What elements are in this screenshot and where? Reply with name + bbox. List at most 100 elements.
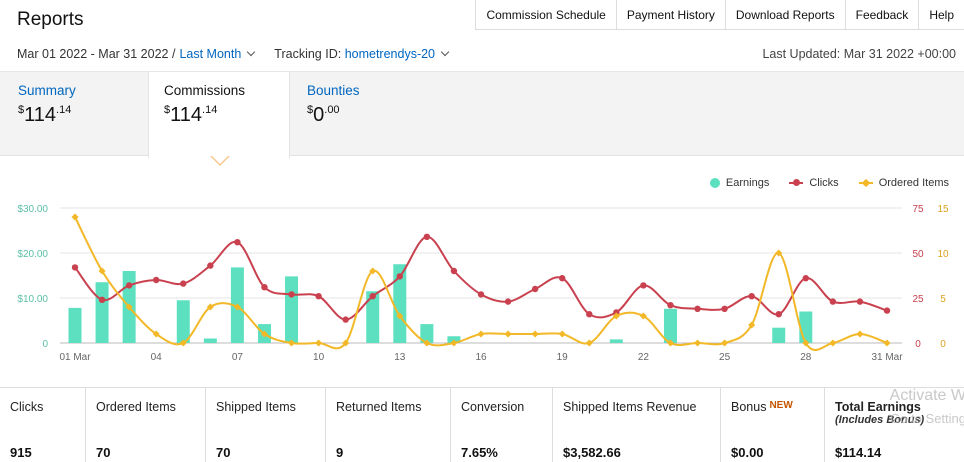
clicks-point [450, 267, 458, 275]
feedback-link[interactable]: Feedback [844, 0, 919, 30]
stat-value: $114.14 [835, 445, 882, 460]
clicks-point [531, 285, 539, 293]
tab-commissions[interactable]: Commissions $114.14 [148, 72, 290, 158]
ordered-items-point [179, 339, 187, 347]
earnings-bar [68, 307, 82, 343]
chevron-down-icon [247, 47, 256, 57]
ordered-items-point [504, 330, 512, 338]
clicks-point [477, 291, 485, 298]
tab-bounties[interactable]: Bounties $0.00 [292, 72, 434, 156]
stat-value: $0.00 [731, 445, 764, 460]
y-tick-label-earnings: $20.00 [17, 249, 48, 260]
ordered-items-point [748, 321, 756, 329]
clicks-point [504, 298, 512, 305]
earnings-bar [772, 327, 786, 343]
ordered-items-swatch-icon [858, 178, 873, 188]
ordered-items-point [856, 330, 864, 338]
y-tick-label-ordered: 10 [937, 249, 949, 260]
x-tick-label: 10 [313, 352, 325, 363]
ordered-items-point [152, 330, 160, 338]
ordered-items-point [775, 249, 783, 257]
earnings-bar [95, 282, 109, 343]
ordered-items-point [612, 312, 620, 320]
legend-clicks[interactable]: Clicks [789, 177, 839, 189]
activation-watermark-sub: Go to Setting [890, 411, 964, 426]
ordered-items-point [315, 339, 323, 347]
download-reports-link[interactable]: Download Reports [724, 0, 845, 30]
clicks-point [775, 311, 782, 318]
clicks-point [883, 307, 891, 314]
stat-ordered-items: Ordered Items 70 [86, 388, 206, 462]
stat-shipped-items-revenue: Shipped Items Revenue $3,582.66 [553, 388, 721, 462]
clicks-point [667, 302, 674, 309]
x-tick-label: 25 [719, 352, 731, 363]
ordered-items-point [206, 303, 214, 311]
clicks-point [98, 296, 106, 303]
ordered-items-point [369, 267, 377, 275]
tab-amount: $114.14 [18, 104, 72, 126]
earnings-bar [420, 324, 434, 343]
tracking-id-label: Tracking ID: [274, 47, 342, 61]
ordered-items-point [666, 339, 675, 347]
clicks-point [288, 291, 295, 298]
clicks-line [74, 235, 888, 321]
legend-ordered-items[interactable]: Ordered Items [858, 177, 949, 189]
tracking-id-filter[interactable]: Tracking ID: hometrendys-20 [274, 47, 454, 61]
clicks-point [125, 282, 133, 289]
clicks-point [396, 273, 403, 280]
ordered-items-point [802, 339, 810, 347]
clicks-point [829, 298, 837, 305]
activation-watermark: Activate W [889, 387, 964, 404]
y-tick-label-earnings: $10.00 [17, 294, 48, 305]
clicks-point [180, 280, 187, 287]
stat-value: 70 [216, 445, 231, 460]
ordered-items-point [98, 267, 106, 275]
legend-earnings[interactable]: Earnings [709, 177, 769, 189]
clicks-point [315, 293, 322, 300]
help-link[interactable]: Help [918, 0, 964, 30]
tab-summary[interactable]: Summary $114.14 [3, 72, 145, 156]
payment-history-link[interactable]: Payment History [615, 0, 725, 30]
y-tick-label-ordered: 5 [940, 294, 946, 305]
clicks-point [802, 275, 809, 282]
clicks-point [613, 309, 620, 316]
clicks-point [748, 293, 755, 300]
ordered-items-point [287, 339, 296, 347]
x-tick-label: 04 [151, 352, 163, 363]
x-tick-label: 22 [638, 352, 650, 363]
clicks-point [369, 293, 376, 300]
stat-value: 7.65% [461, 445, 498, 460]
period-label: Last Month [179, 47, 242, 61]
page-title: Reports [17, 9, 84, 30]
ordered-items-point [260, 330, 269, 338]
x-tick-label: 13 [394, 352, 406, 363]
ordered-items-point [450, 339, 458, 347]
stat-value: 70 [96, 445, 111, 460]
period-dropdown[interactable]: Last Month [179, 47, 260, 61]
ordered-items-point [423, 339, 431, 347]
ordered-items-point [396, 312, 404, 320]
stat-label: Clicks [10, 400, 44, 414]
ordered-items-line [74, 216, 888, 351]
commission-schedule-link[interactable]: Commission Schedule [475, 0, 616, 30]
clicks-point [721, 305, 728, 312]
stat-label: Shipped Items [216, 400, 296, 414]
tracking-id-value: hometrendys-20 [344, 47, 436, 61]
y-tick-label-earnings: $30.00 [17, 204, 48, 215]
stat-shipped-items: Shipped Items 70 [206, 388, 326, 462]
stat-total-earnings: Total Earnings (Includes Bonus) $114.14 [825, 388, 964, 462]
ordered-items-point [883, 339, 891, 347]
ordered-items-point [531, 330, 539, 338]
stat-bonus: Bonus NEW $0.00 [721, 388, 825, 462]
y-tick-label-ordered: 15 [937, 204, 949, 215]
earnings-bar [203, 338, 217, 343]
clicks-point [342, 316, 349, 323]
clicks-point [694, 305, 701, 312]
y-tick-label-earnings: 0 [42, 339, 48, 350]
stat-label: Shipped Items Revenue [563, 400, 697, 414]
earnings-bar [366, 291, 380, 343]
tab-label: Bounties [307, 83, 360, 98]
stat-label: Ordered Items [96, 400, 176, 414]
stat-returned-items: Returned Items 9 [326, 388, 451, 462]
clicks-point [559, 275, 566, 282]
